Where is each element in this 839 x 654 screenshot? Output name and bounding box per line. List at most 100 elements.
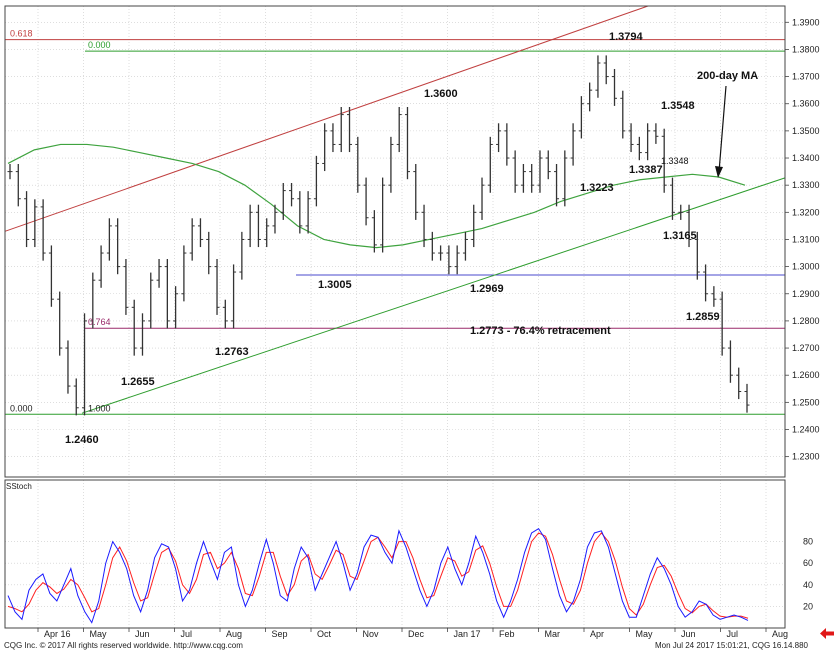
price-bar bbox=[587, 82, 593, 112]
price-bar bbox=[404, 106, 410, 180]
y-tick-label: 1.2900 bbox=[792, 289, 820, 299]
price-bar bbox=[131, 299, 137, 356]
price-annotation: 1.2773 - 76.4% retracement bbox=[470, 325, 611, 337]
x-tick-label: Sep bbox=[272, 629, 288, 639]
x-tick-label: Feb bbox=[499, 629, 515, 639]
price-bar bbox=[554, 163, 560, 207]
price-annotation: 1.3600 bbox=[424, 88, 458, 100]
price-bar bbox=[65, 340, 71, 394]
price-annotation: 1.2655 bbox=[121, 376, 155, 388]
price-bar bbox=[371, 210, 377, 253]
x-tick-label: Oct bbox=[317, 629, 332, 639]
price-bar bbox=[139, 313, 145, 356]
price-bar bbox=[711, 286, 717, 307]
price-bar bbox=[57, 291, 63, 356]
price-bar bbox=[595, 55, 601, 98]
price-bar bbox=[653, 123, 659, 144]
price-bar bbox=[578, 96, 584, 139]
price-bar bbox=[272, 204, 278, 234]
price-bar bbox=[661, 128, 667, 193]
price-bar bbox=[727, 340, 733, 383]
price-bar bbox=[24, 191, 30, 248]
ma-arrow-line bbox=[718, 85, 727, 173]
price-bar bbox=[305, 191, 311, 234]
price-annotation: 1.2460 bbox=[65, 434, 99, 446]
stoch-panel-frame bbox=[4, 479, 786, 629]
y-tick-label: 1.2500 bbox=[792, 397, 820, 407]
price-bar bbox=[297, 191, 303, 234]
price-bar bbox=[222, 299, 228, 329]
x-tick-label: May bbox=[636, 629, 654, 639]
price-bar bbox=[645, 123, 651, 161]
price-bar bbox=[363, 177, 369, 226]
y-tick-label: 1.2400 bbox=[792, 424, 820, 434]
price-bar bbox=[197, 218, 203, 248]
price-bar bbox=[338, 106, 344, 153]
price-bar bbox=[504, 123, 510, 166]
price-bar bbox=[73, 378, 79, 416]
price-grid bbox=[5, 6, 785, 628]
chart-labels: 0.618 0.000 0.764 0.000 1.000 1.3794 1.3600 1.3… bbox=[10, 29, 758, 446]
overlay-lines bbox=[4, 5, 786, 415]
price-bar bbox=[678, 204, 684, 220]
price-bar bbox=[322, 123, 328, 172]
price-bar bbox=[156, 259, 162, 288]
x-tick-label: Dec bbox=[408, 629, 425, 639]
x-tick-label: Aug bbox=[772, 629, 788, 639]
y-tick-label: 1.2800 bbox=[792, 316, 820, 326]
price-bar bbox=[496, 123, 502, 153]
fib-level-label: 1.000 bbox=[88, 403, 111, 413]
footer-timestamp: Mon Jul 24 2017 15:01:21, CQG 16.14.880 bbox=[655, 641, 808, 650]
price-bar bbox=[123, 259, 129, 315]
price-bar bbox=[529, 163, 535, 193]
price-bar bbox=[719, 291, 725, 356]
price-bar bbox=[40, 199, 46, 261]
left-arrow-icon[interactable] bbox=[820, 628, 834, 639]
price-bar bbox=[736, 367, 742, 400]
stoch-tick-label: 20 bbox=[803, 601, 813, 611]
price-bar bbox=[239, 231, 245, 280]
y-tick-label: 1.3500 bbox=[792, 126, 820, 136]
price-annotation: 1.3348 bbox=[661, 156, 689, 166]
stoch-tick-label: 40 bbox=[803, 580, 813, 590]
price-bar bbox=[313, 155, 319, 207]
price-annotation: 1.3387 bbox=[629, 164, 663, 176]
price-bar bbox=[164, 259, 170, 329]
upper-channel-line bbox=[4, 5, 649, 232]
x-tick-label: Jul bbox=[727, 629, 739, 639]
price-bar bbox=[570, 123, 576, 166]
price-annotation: 1.2969 bbox=[470, 283, 504, 295]
price-bar bbox=[247, 204, 253, 248]
price-annotation: 1.2763 bbox=[215, 346, 249, 358]
price-bar bbox=[396, 106, 402, 153]
price-bar bbox=[330, 123, 336, 153]
price-bar bbox=[454, 245, 460, 275]
price-bar bbox=[537, 150, 543, 193]
price-bar bbox=[669, 177, 675, 220]
price-bar bbox=[429, 231, 435, 261]
price-bar bbox=[173, 286, 179, 329]
price-bar bbox=[15, 163, 21, 207]
x-tick-label: Jun bbox=[135, 629, 150, 639]
x-tick-label: Aug bbox=[226, 629, 242, 639]
price-bar bbox=[32, 199, 38, 248]
price-bar bbox=[82, 313, 88, 416]
y-tick-label: 1.2700 bbox=[792, 343, 820, 353]
price-bar bbox=[181, 245, 187, 302]
price-bar bbox=[388, 136, 394, 193]
stochastic-lines bbox=[7, 527, 749, 624]
price-annotation: 1.3005 bbox=[318, 279, 352, 291]
price-bar bbox=[347, 106, 353, 153]
price-annotation: 200-day MA bbox=[697, 70, 758, 82]
price-bar bbox=[471, 204, 477, 248]
price-bar bbox=[520, 163, 526, 193]
price-bar bbox=[462, 231, 468, 261]
footer-copyright: CQG Inc. © 2017 All rights reserved worl… bbox=[4, 641, 243, 650]
axes: 1.3900 1.3800 1.3700 1.3600 1.3500 1.3400 1.33… bbox=[4, 5, 820, 639]
price-bar bbox=[280, 182, 286, 220]
x-tick-label: Nov bbox=[363, 629, 380, 639]
price-bar bbox=[98, 245, 104, 288]
price-bar bbox=[612, 68, 618, 106]
price-annotation: 1.3548 bbox=[661, 100, 695, 112]
